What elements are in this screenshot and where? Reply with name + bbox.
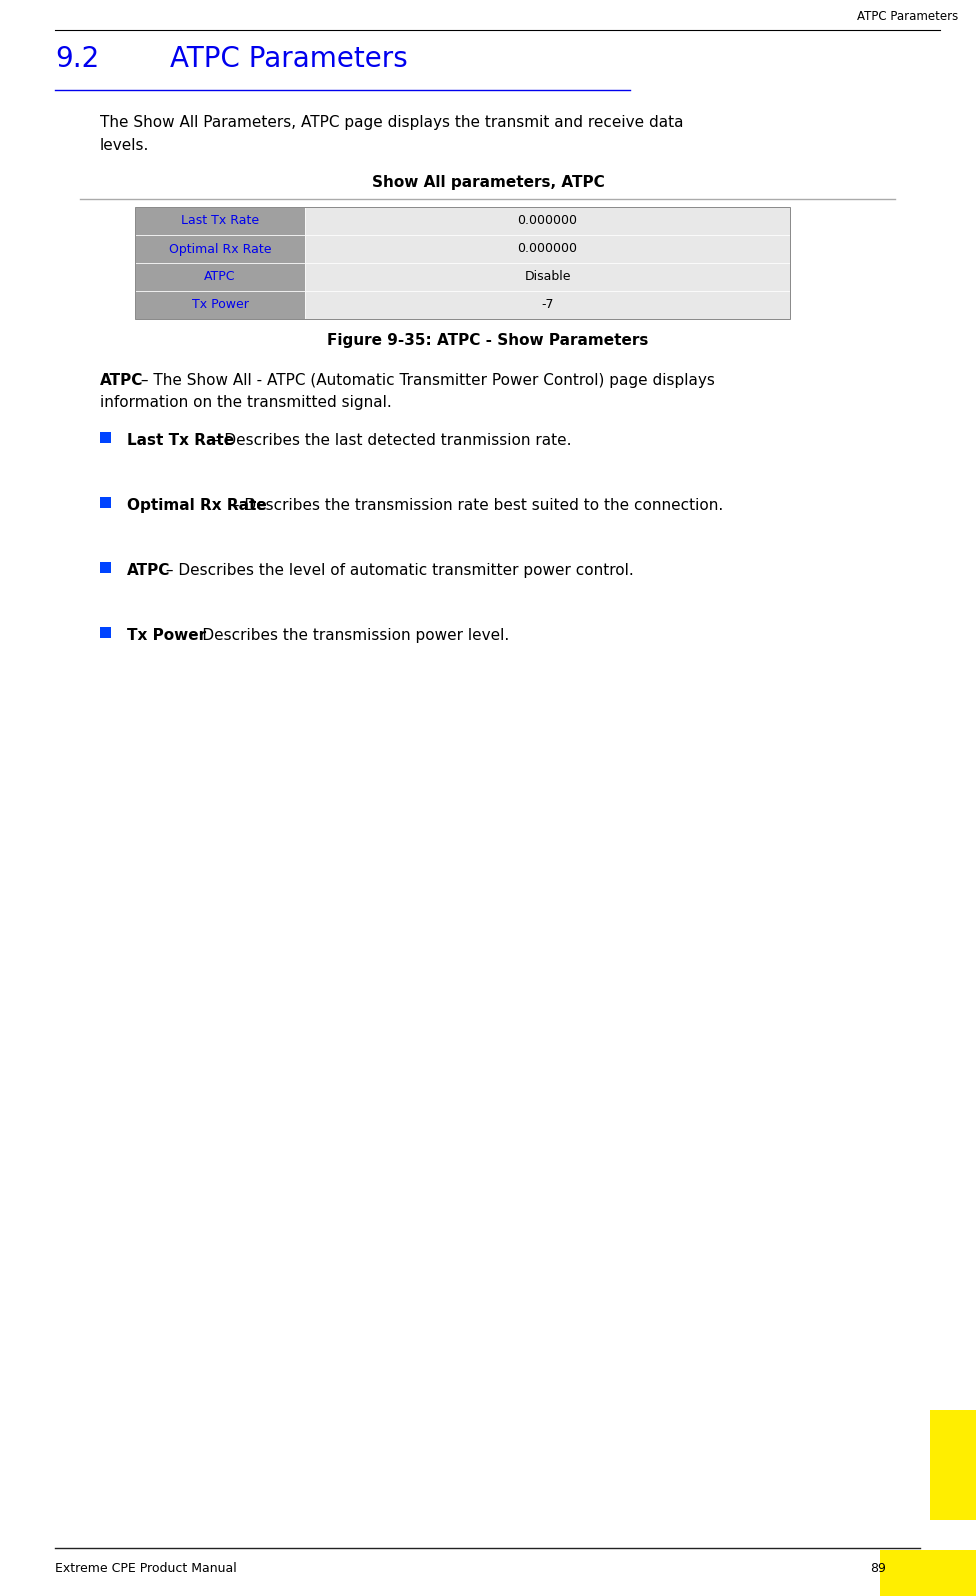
Bar [305, 207, 790, 235]
Bar [100, 496, 111, 508]
Text: – The Show All - ATPC (Automatic Transmitter Power Control) page displays: – The Show All - ATPC (Automatic Transmi… [136, 373, 714, 388]
Text: – Describes the last detected tranmission rate.: – Describes the last detected tranmissio… [207, 433, 572, 448]
Bar [135, 263, 305, 290]
Text: 0.000000: 0.000000 [517, 214, 578, 228]
Bar [305, 263, 790, 290]
Bar [100, 433, 111, 444]
Bar [930, 1409, 976, 1519]
Text: Tx Power: Tx Power [191, 298, 249, 311]
Text: Optimal Rx Rate: Optimal Rx Rate [169, 243, 271, 255]
Text: ATPC: ATPC [204, 270, 236, 284]
Text: ATPC Parameters: ATPC Parameters [170, 45, 408, 73]
Text: ATPC: ATPC [100, 373, 143, 388]
Text: ATPC Parameters: ATPC Parameters [857, 10, 958, 22]
Text: – Describes the transmission rate best suited to the connection.: – Describes the transmission rate best s… [227, 498, 723, 512]
Text: Tx Power: Tx Power [127, 627, 206, 643]
Text: Extreme CPE Product Manual: Extreme CPE Product Manual [55, 1562, 237, 1575]
Text: Disable: Disable [524, 270, 571, 284]
Text: – Describes the transmission power level.: – Describes the transmission power level… [185, 627, 509, 643]
Bar [135, 207, 790, 319]
Bar [100, 627, 111, 638]
Text: 0.000000: 0.000000 [517, 243, 578, 255]
Text: information on the transmitted signal.: information on the transmitted signal. [100, 394, 391, 410]
Text: ATPC: ATPC [127, 563, 171, 578]
Bar [135, 290, 305, 319]
Bar [135, 235, 305, 263]
Text: -7: -7 [542, 298, 553, 311]
Bar [100, 562, 111, 573]
Text: Optimal Rx Rate: Optimal Rx Rate [127, 498, 266, 512]
Text: Figure 9-35: ATPC - Show Parameters: Figure 9-35: ATPC - Show Parameters [327, 334, 649, 348]
Bar [135, 207, 305, 235]
Text: Last Tx Rate: Last Tx Rate [181, 214, 259, 228]
Text: – Describes the level of automatic transmitter power control.: – Describes the level of automatic trans… [161, 563, 633, 578]
Bar [305, 290, 790, 319]
Text: The Show All Parameters, ATPC page displays the transmit and receive data: The Show All Parameters, ATPC page displ… [100, 115, 683, 129]
Text: Show All parameters, ATPC: Show All parameters, ATPC [372, 176, 604, 190]
Bar [880, 1550, 976, 1596]
Text: 89: 89 [870, 1562, 886, 1575]
Text: levels.: levels. [100, 137, 149, 153]
Text: 9.2: 9.2 [55, 45, 100, 73]
Bar [305, 235, 790, 263]
Text: Last Tx Rate: Last Tx Rate [127, 433, 234, 448]
